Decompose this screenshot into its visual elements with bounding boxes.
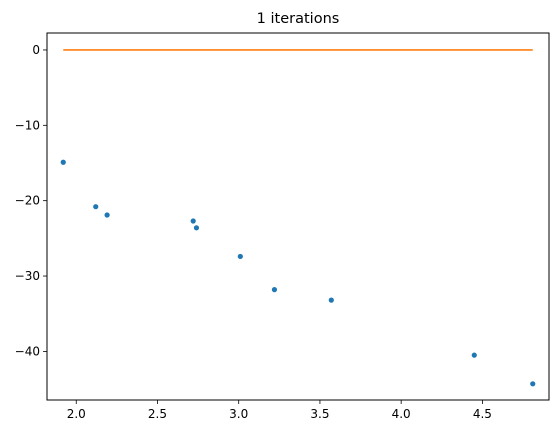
scatter-point (271, 287, 278, 293)
scatter-point (193, 225, 200, 231)
axes-frame (46, 32, 550, 401)
x-tick-label: 3.5 (310, 407, 329, 421)
y-tick-label: 0 (32, 43, 40, 57)
y-tick-label: −10 (15, 118, 40, 132)
scatter-point (471, 352, 477, 358)
chart-title: 1 iterations (257, 11, 340, 27)
scatter-point (530, 381, 536, 387)
scatter-point (60, 159, 66, 165)
scatter-point (93, 204, 99, 210)
x-tick-label: 2.5 (148, 407, 167, 421)
scatter-point (190, 218, 196, 224)
x-tick-label: 4.0 (392, 407, 411, 421)
scatter-point (237, 253, 243, 260)
y-tick-label: −20 (15, 194, 40, 208)
scatter-point (328, 297, 334, 303)
axes: 2.0 2.5 3.0 3.5 4.0 4.5 0 −10 −20 −30 −40 (15, 43, 492, 421)
y-tick-label: −40 (15, 344, 40, 358)
y-tick-label: −30 (15, 269, 40, 283)
x-tick-label: 3.0 (229, 407, 248, 421)
scatter-point (104, 212, 110, 218)
x-tick-label: 4.5 (473, 407, 492, 421)
x-tick-label: 2.0 (67, 407, 86, 421)
plot-area (60, 49, 536, 387)
